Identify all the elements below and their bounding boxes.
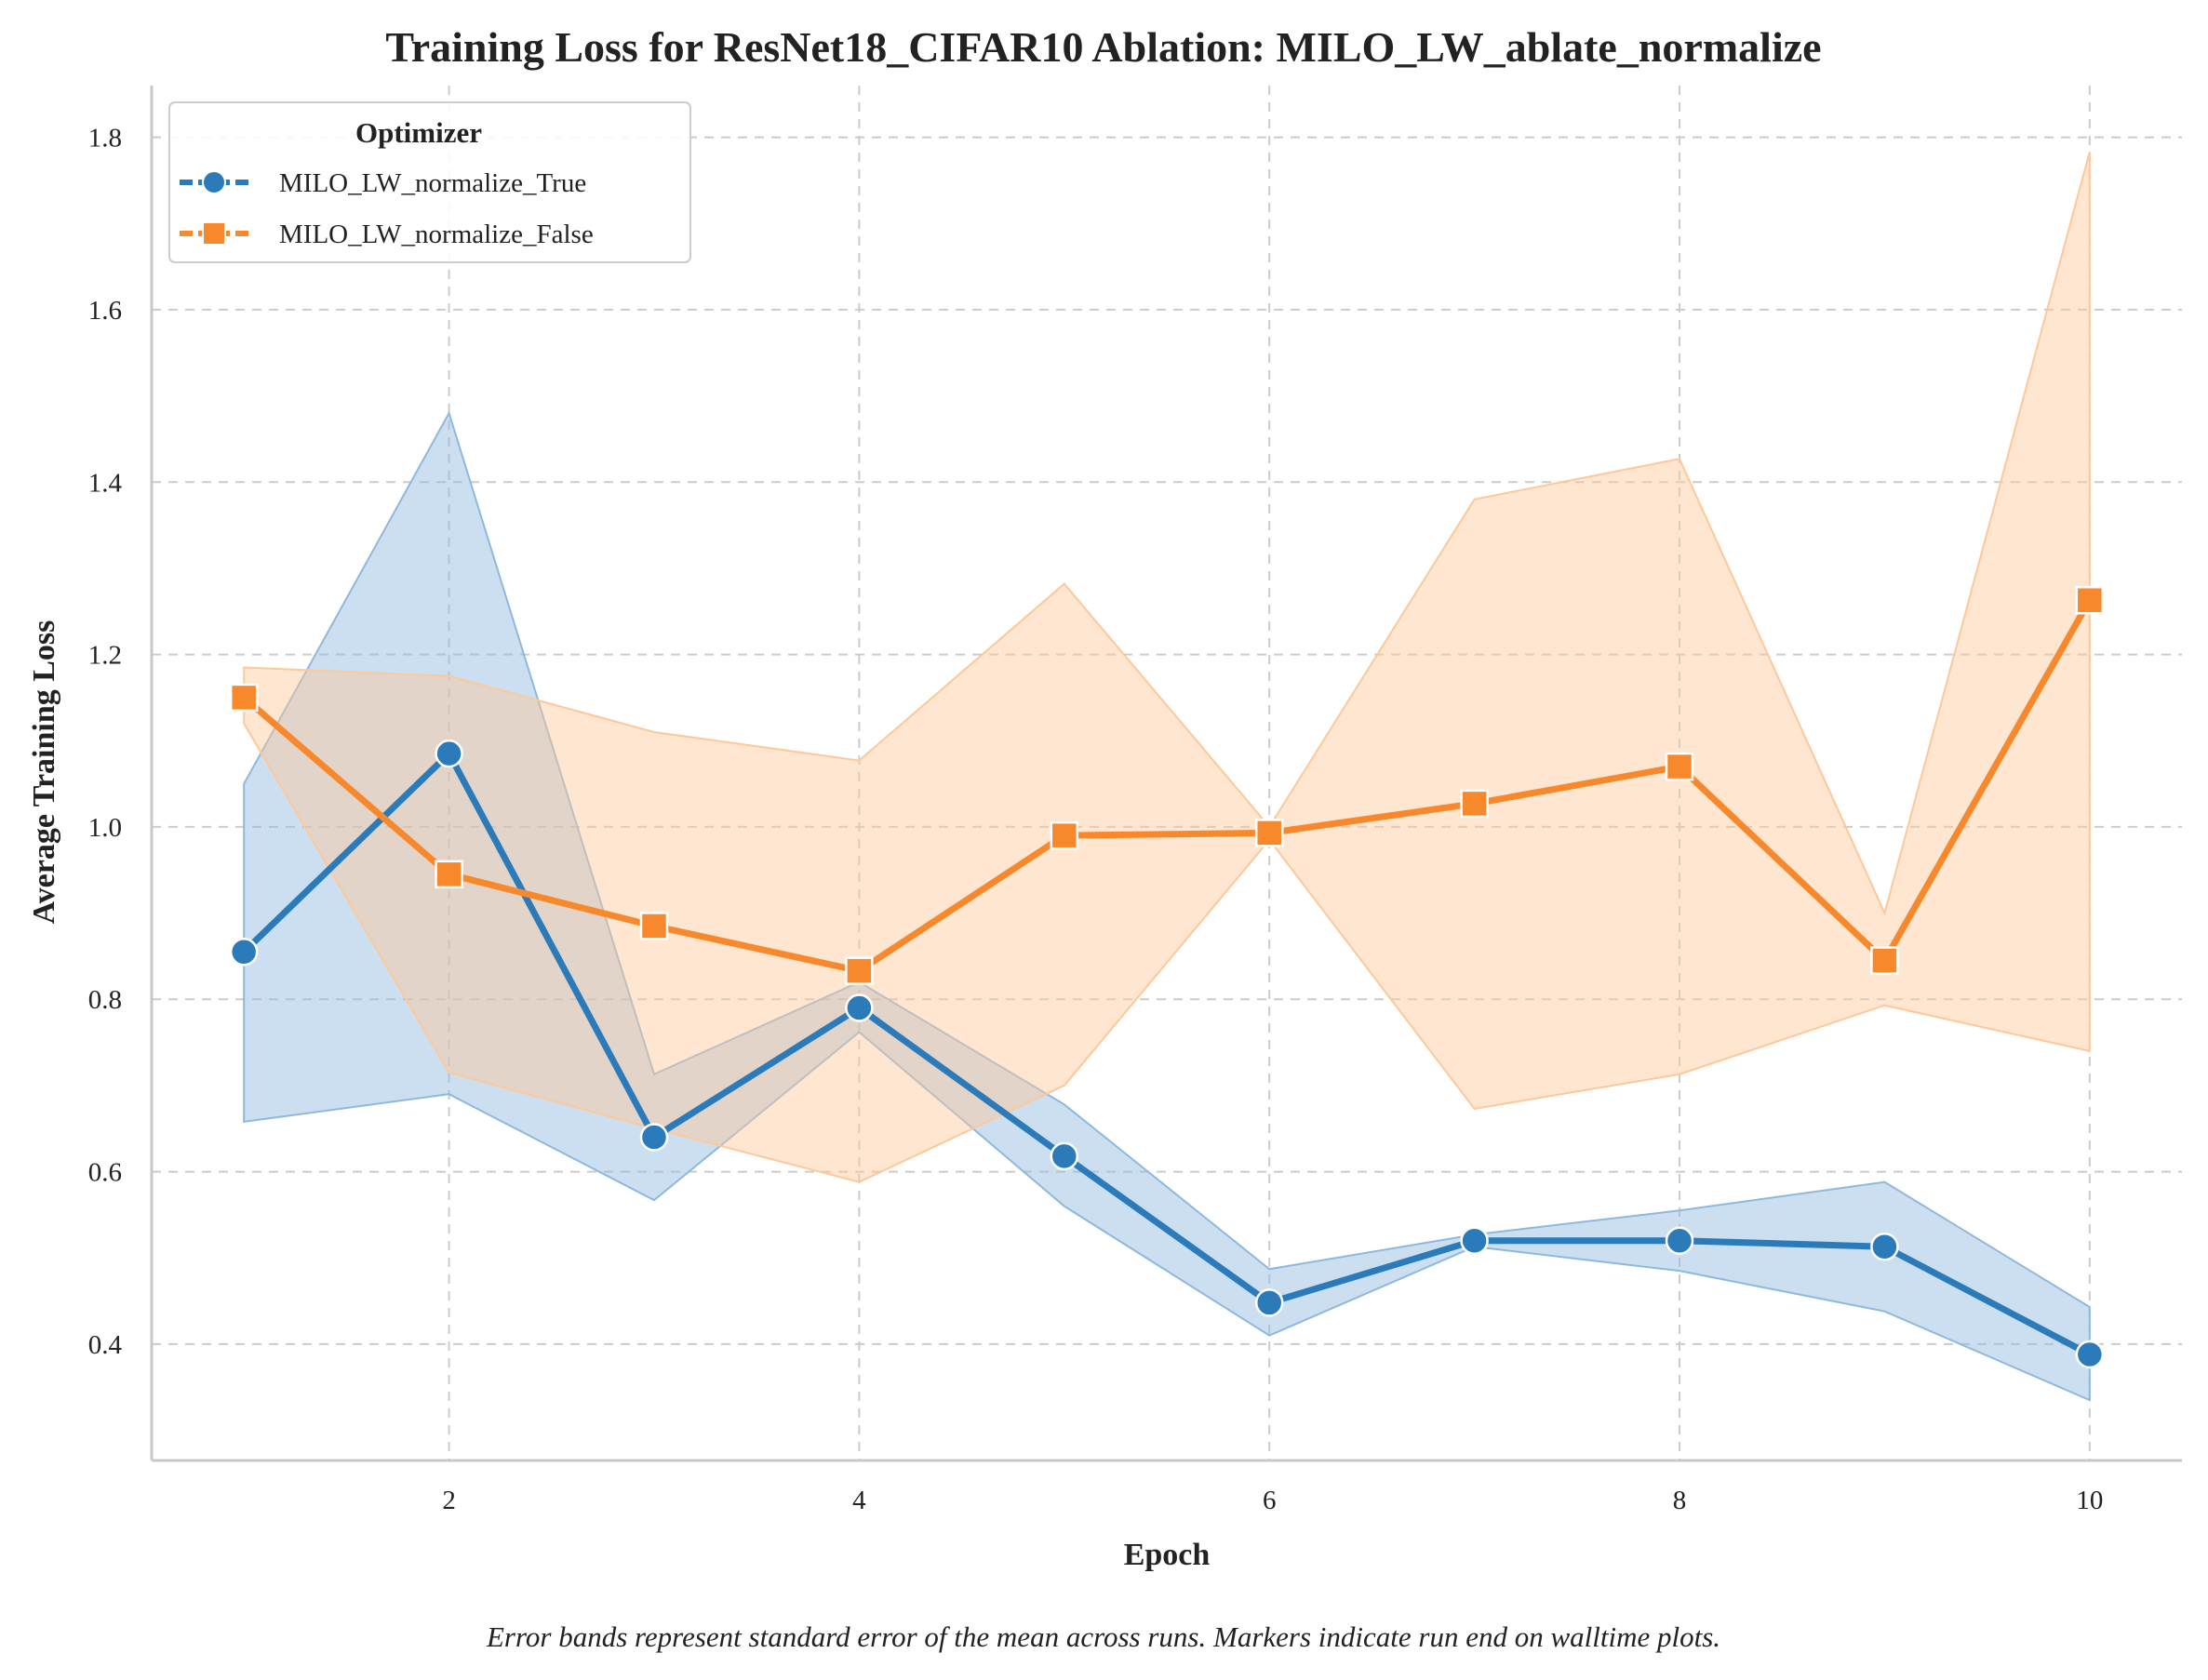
data-point-normalize-false	[1665, 752, 1694, 781]
legend-title: Optimizer	[355, 116, 482, 149]
y-axis-label: Average Training Loss	[27, 620, 61, 925]
series-line-normalize-false	[240, 596, 2094, 975]
y-tick-label: 0.4	[88, 1330, 123, 1360]
data-point-normalize-true	[1254, 1288, 1284, 1317]
data-point-normalize-true	[1665, 1226, 1694, 1255]
error-band-normalize-false	[243, 152, 2091, 1183]
data-point-normalize-false	[2075, 585, 2105, 615]
legend: Optimizer MILO_LW_normalize_True MILO_LW…	[168, 101, 691, 263]
y-tick-label: 1.2	[88, 641, 122, 671]
error-band-normalize-true	[243, 410, 2091, 1402]
y-tick-labels: 0.4 0.6 0.8 1.0 1.2 1.4 1.6 1.8	[88, 124, 123, 1360]
series-lines	[240, 596, 2094, 1358]
legend-marker-square	[202, 221, 226, 246]
data-point-normalize-false	[1460, 789, 1489, 819]
data-point-normalize-true	[639, 1123, 669, 1152]
y-tick-label: 1.6	[88, 296, 122, 326]
legend-label-true: MILO_LW_normalize_True	[279, 168, 586, 198]
legend-box	[168, 101, 691, 263]
data-point-normalize-false	[1254, 819, 1284, 847]
series-markers	[229, 585, 2105, 1369]
data-point-normalize-true	[1870, 1232, 1899, 1261]
data-point-normalize-true	[1460, 1226, 1489, 1255]
data-point-normalize-false	[1870, 946, 1899, 975]
y-tick-label: 1.4	[88, 468, 123, 498]
chart-caption: Error bands represent standard error of …	[486, 1620, 1720, 1653]
data-point-normalize-false	[639, 912, 669, 940]
y-tick-label: 0.8	[88, 985, 122, 1015]
error-bands	[243, 152, 2091, 1402]
data-point-normalize-true	[2075, 1340, 2105, 1369]
x-tick-label: 4	[852, 1486, 866, 1515]
data-point-normalize-false	[229, 683, 259, 713]
data-point-normalize-true	[229, 938, 259, 967]
data-point-normalize-false	[1050, 820, 1079, 850]
x-tick-label: 10	[2076, 1486, 2103, 1515]
legend-label-false: MILO_LW_normalize_False	[279, 220, 594, 249]
chart-title: Training Loss for ResNet18_CIFAR10 Ablat…	[385, 23, 1821, 71]
y-tick-label: 1.0	[88, 813, 122, 843]
x-tick-label: 6	[1263, 1486, 1277, 1515]
series-line-normalize-true	[240, 750, 2094, 1358]
x-axis-label: Epoch	[1124, 1538, 1211, 1572]
y-tick-label: 1.8	[88, 124, 122, 153]
data-point-normalize-true	[435, 739, 463, 768]
x-tick-labels: 2 4 6 8 10	[442, 1486, 2103, 1515]
x-tick-label: 2	[442, 1486, 456, 1515]
legend-marker-circle	[202, 170, 226, 194]
data-point-normalize-false	[845, 956, 874, 985]
x-tick-label: 8	[1673, 1486, 1687, 1515]
data-point-normalize-false	[435, 860, 463, 889]
y-tick-label: 0.6	[88, 1158, 122, 1188]
data-point-normalize-true	[845, 993, 874, 1022]
data-point-normalize-true	[1050, 1141, 1079, 1171]
